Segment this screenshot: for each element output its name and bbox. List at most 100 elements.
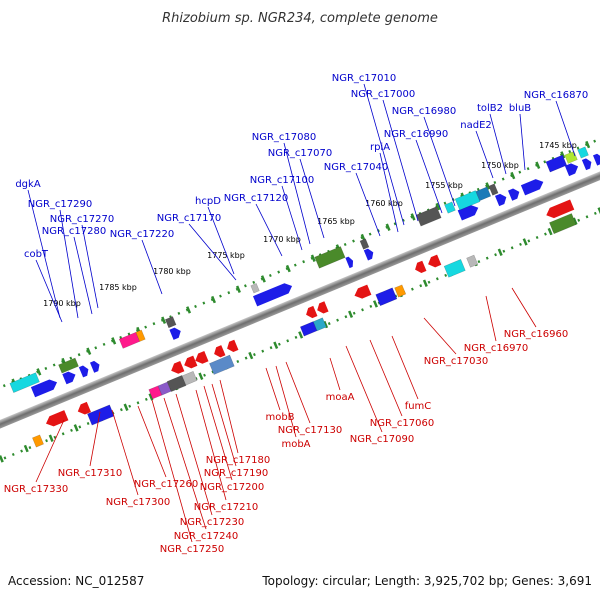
gene-feature <box>77 401 91 415</box>
gene-label: NGR_c17080 <box>252 132 317 143</box>
gene-label: mobA <box>281 439 310 450</box>
gene-label: NGR_c17170 <box>157 213 222 224</box>
gene-feature <box>252 283 293 307</box>
gene-label: NGR_c17180 <box>206 455 271 466</box>
gene-feature <box>148 385 163 400</box>
leader-line <box>555 100 576 157</box>
leader-line <box>511 287 537 328</box>
gene-feature <box>363 248 374 261</box>
gene-label: NGR_c17040 <box>324 162 389 173</box>
gene-feature <box>354 284 372 299</box>
gene-feature <box>317 301 329 314</box>
kbp-tick-label: 1745 kbp <box>539 141 577 150</box>
gene-feature <box>314 246 346 269</box>
gene-feature <box>166 375 187 393</box>
gene-label: NGR_c17300 <box>106 497 171 508</box>
gene-label: NGR_c17290 <box>28 199 93 210</box>
gene-feature <box>454 190 481 211</box>
gene-feature <box>475 186 492 202</box>
gene-label: NGR_c17130 <box>278 425 343 436</box>
leader-line <box>255 203 283 257</box>
leader-line <box>35 259 63 323</box>
gene-feature <box>444 201 456 214</box>
gene-label: NGR_c17060 <box>370 418 435 429</box>
gene-label: dgkA <box>15 179 40 190</box>
gene-label: mobB <box>265 412 294 423</box>
leader-line <box>163 397 207 530</box>
gene-feature <box>195 351 209 364</box>
gene-feature <box>171 361 185 374</box>
gene-feature <box>494 193 507 207</box>
gene-feature <box>592 153 600 166</box>
gene-feature <box>184 355 198 369</box>
gene-label: NGR_c17120 <box>224 193 289 204</box>
leader-line <box>475 130 494 179</box>
gene-feature <box>457 204 479 221</box>
leader-line <box>203 385 233 481</box>
gene-label: tolB2 <box>477 103 503 114</box>
gene-feature <box>299 321 318 337</box>
leader-line <box>188 223 237 281</box>
leader-line <box>175 393 213 516</box>
leader-line <box>423 116 456 207</box>
gene-feature <box>87 404 115 426</box>
gene-feature <box>394 284 407 298</box>
gene-feature <box>62 371 76 385</box>
gene-label: NGR_c17220 <box>110 229 175 240</box>
leader-line <box>299 158 325 239</box>
gene-feature <box>359 238 370 250</box>
gene-feature <box>375 287 398 307</box>
gene-label: NGR_c16970 <box>464 343 529 354</box>
gene-label: NGR_c17250 <box>160 544 225 555</box>
leader-line <box>489 113 507 175</box>
leader-line <box>211 383 237 467</box>
leader-line <box>423 317 457 355</box>
gene-feature <box>89 360 100 373</box>
map-title: Rhizobium sp. NGR234, complete genome <box>162 11 438 26</box>
kbp-tick-label: 1790 kbp <box>43 299 81 308</box>
gene-feature <box>135 329 146 342</box>
gene-feature <box>181 370 198 386</box>
leader-line <box>111 409 139 496</box>
gene-feature <box>415 260 427 273</box>
gene-label: cobT <box>24 249 49 260</box>
gene-feature <box>507 188 520 201</box>
gene-feature <box>488 183 499 196</box>
gene-label: NGR_c17000 <box>351 89 416 100</box>
gene-label: NGR_c17090 <box>350 434 415 445</box>
kbp-ticks: 1790 kbp 1785 kbp 1780 kbp 1775 kbp 1770 kbp… <box>43 141 577 308</box>
gene-label: NGR_c16980 <box>392 106 457 117</box>
gene-feature <box>250 283 260 294</box>
gene-feature <box>466 254 479 268</box>
leader-line <box>485 295 497 342</box>
label-leader-lines <box>27 83 576 543</box>
leader-line <box>275 365 297 438</box>
leader-line <box>59 209 79 319</box>
kbp-tick-label: 1785 kbp <box>99 283 137 292</box>
summary-text: Topology: circular; Length: 3,925,702 bp… <box>261 574 592 588</box>
gene-label: NGR_c17240 <box>174 531 239 542</box>
leader-line <box>283 142 311 245</box>
leader-line <box>329 357 341 391</box>
leader-line <box>285 361 311 424</box>
gene-feature <box>345 256 354 269</box>
gene-feature <box>214 345 226 358</box>
leader-line <box>137 405 167 478</box>
gene-features <box>9 146 600 448</box>
leader-line <box>415 139 443 214</box>
gene-label: NGR_c17330 <box>4 484 69 495</box>
leader-line <box>265 367 281 411</box>
gene-feature <box>78 365 89 378</box>
gene-feature <box>546 199 575 219</box>
gene-label: NGR_c17310 <box>58 468 123 479</box>
leader-line <box>151 399 193 543</box>
leader-line <box>355 172 381 237</box>
leader-line <box>382 99 419 222</box>
kbp-tick-label: 1755 kbp <box>425 181 463 190</box>
gene-feature <box>520 179 544 196</box>
kbp-tick-label: 1765 kbp <box>317 217 355 226</box>
gene-label: NGR_c17070 <box>268 148 333 159</box>
gene-label: NGR_c17210 <box>194 502 259 513</box>
gene-label: rpiA <box>370 142 390 153</box>
